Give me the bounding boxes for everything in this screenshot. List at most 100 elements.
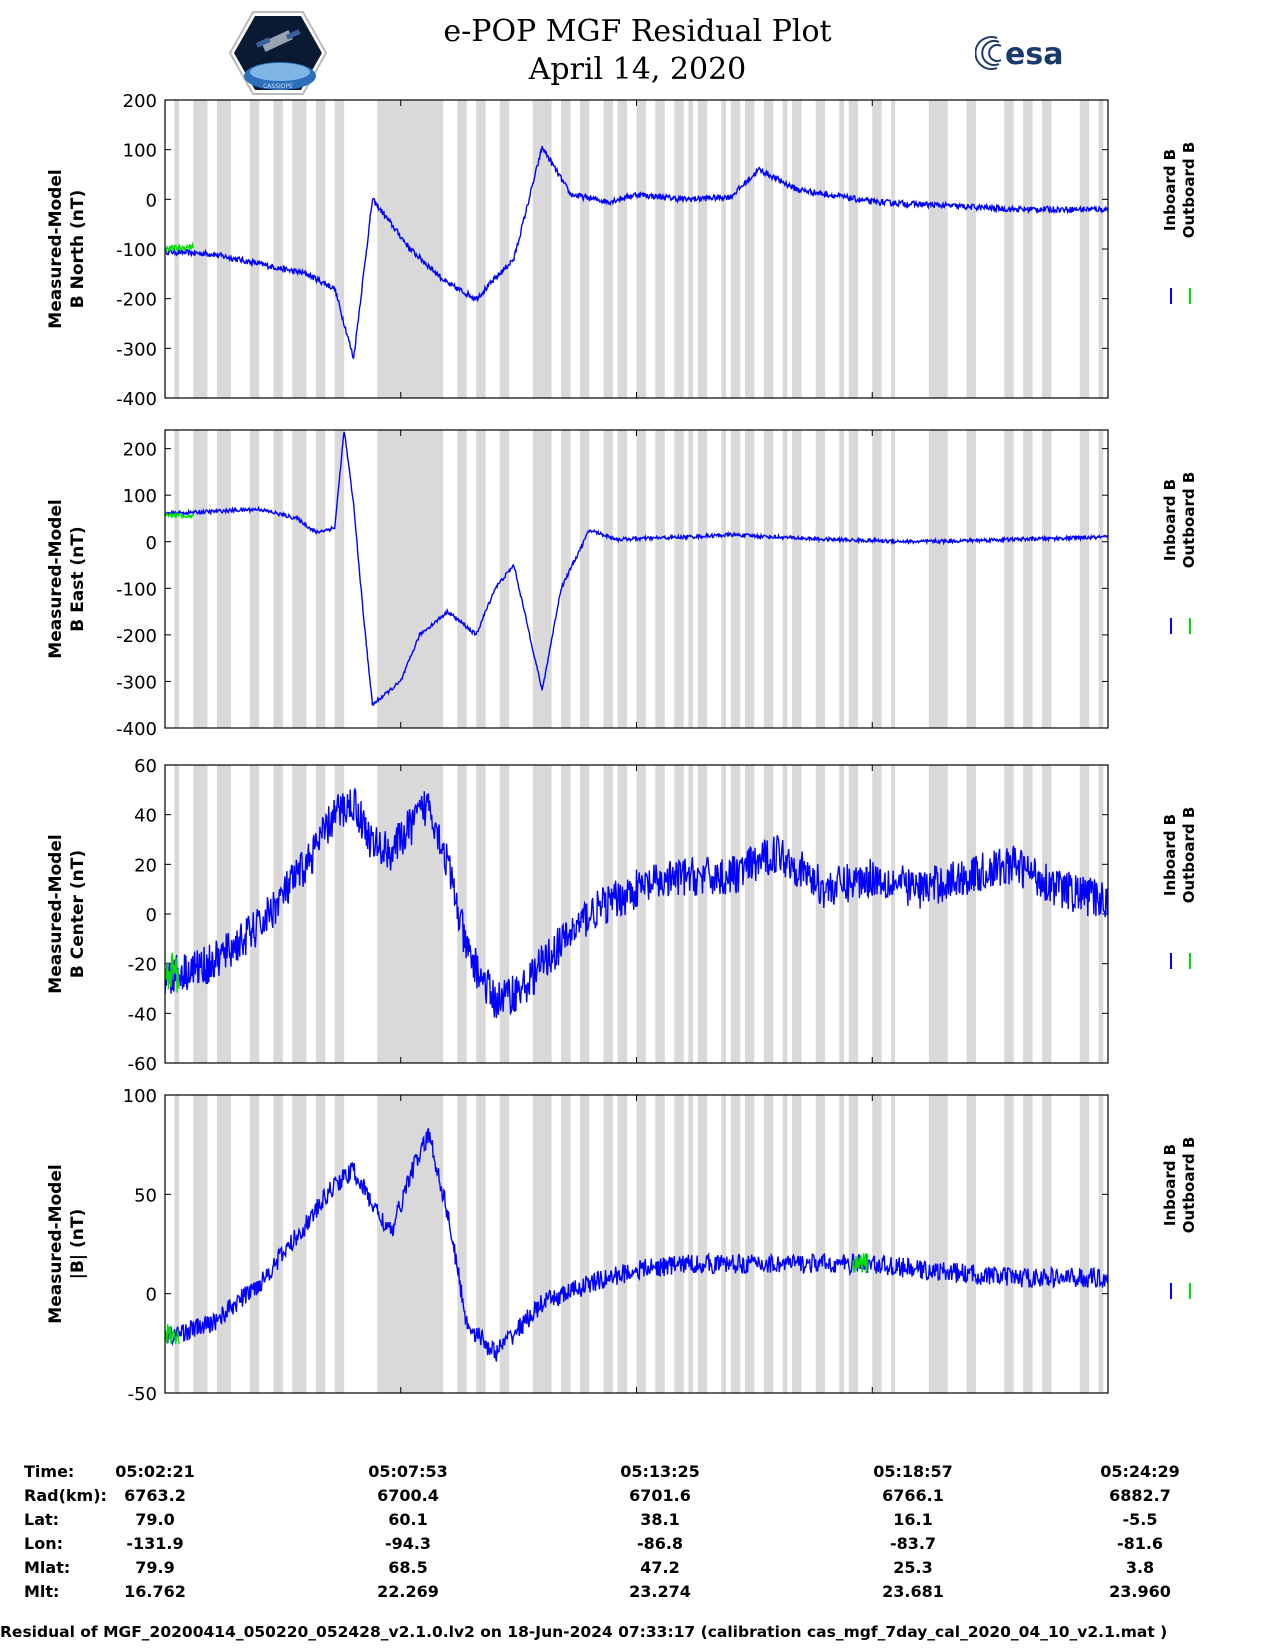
legend: Inboard BOutboard B (1161, 142, 1198, 239)
data-gap-band (193, 765, 208, 1063)
plot-frame (164, 99, 1109, 399)
orbit-header-lat: Lat: (24, 1510, 60, 1529)
outboard-b-series-line (165, 1324, 180, 1345)
orbit-col-1-lat: 60.1 (388, 1510, 428, 1529)
data-gap-band (1041, 100, 1052, 398)
data-gap-band (891, 100, 896, 398)
data-gap-band (377, 1095, 444, 1393)
data-gap-band (730, 1095, 741, 1393)
data-gap-band (617, 1095, 628, 1393)
data-gap-band (674, 100, 684, 398)
data-gap-band (744, 1095, 755, 1393)
data-gap-band (792, 765, 802, 1063)
y-tick-label: -200 (116, 626, 157, 647)
orbit-col-0-mlt: 16.762 (124, 1582, 186, 1601)
data-gap-band (721, 765, 727, 1063)
data-gap-band (216, 100, 232, 398)
y-tick-label: -50 (128, 1384, 157, 1405)
data-gap-band (848, 430, 859, 728)
data-gap-band (273, 1095, 283, 1393)
data-gap-band (249, 765, 260, 1063)
data-gap-band (655, 100, 665, 398)
data-gap-band (532, 430, 552, 728)
data-gap-band (763, 430, 774, 728)
y-tick-label: 100 (123, 141, 157, 162)
orbit-col-1-mlt: 22.269 (377, 1582, 439, 1601)
legend-inboard-label: Inboard B (1161, 1144, 1179, 1226)
orbit-header-rad: Rad(km): (24, 1486, 107, 1505)
inboard-b-series-line (165, 145, 1108, 360)
data-gap-band (273, 100, 283, 398)
y-tick-label: -300 (116, 672, 157, 693)
data-gap-band (561, 100, 571, 398)
orbit-col-1-rad: 6700.4 (377, 1486, 439, 1505)
data-gap-band (697, 430, 708, 728)
data-gap-band (730, 765, 741, 1063)
outboard-b-series-line (852, 1253, 869, 1275)
outboard-b-series-line (165, 952, 180, 993)
orbit-col-2-lon: -86.8 (636, 1534, 684, 1553)
y-tick-label: -300 (116, 339, 157, 360)
data-gap-band (1023, 100, 1033, 398)
data-gap-band (476, 430, 486, 728)
data-gap-band (1098, 430, 1104, 728)
data-gap-band (249, 100, 260, 398)
data-gap-band (839, 765, 844, 1063)
data-gap-band (1041, 430, 1052, 728)
orbit-col-0-lon: -131.9 (126, 1534, 184, 1553)
orbit-col-1-time: 05:07:53 (368, 1462, 448, 1481)
data-gap-band (763, 100, 774, 398)
data-gap-band (674, 1095, 684, 1393)
outboard-b-series-line (165, 511, 194, 520)
data-gap-band (744, 765, 755, 1063)
legend-outboard-label: Outboard B (1180, 472, 1198, 569)
y-tick-label: -200 (116, 290, 157, 311)
orbit-col-4-time: 05:24:29 (1100, 1462, 1180, 1481)
esa-logo: esa (975, 36, 1063, 72)
data-gap-band (457, 100, 467, 398)
data-gap-band (928, 1095, 948, 1393)
orbit-col-4-mlt: 23.960 (1109, 1582, 1171, 1601)
y-tick-label: 100 (123, 486, 157, 507)
orbit-info-table: Time: Rad(km): Lat: Lon: Mlat: Mlt: 05:0… (0, 1462, 1275, 1642)
data-gap-band (782, 1095, 788, 1393)
data-gap-band (966, 430, 976, 728)
data-gap-band (457, 430, 467, 728)
plot-frame (164, 1094, 1109, 1394)
data-gap-band (334, 765, 345, 1063)
data-gap-band (499, 1095, 510, 1393)
inboard-b-series-line (165, 431, 1108, 707)
data-gap-band (872, 765, 882, 1063)
data-gap-band (174, 765, 180, 1063)
data-gap-band (1004, 765, 1014, 1063)
data-gap-band (579, 765, 590, 1063)
data-gap-band (839, 430, 844, 728)
orbit-col-3-lat: 16.1 (893, 1510, 933, 1529)
data-gap-band (273, 430, 283, 728)
data-gap-band (688, 430, 694, 728)
y-tick-label: 0 (146, 533, 157, 554)
orbit-col-3-lon: -83.7 (889, 1534, 937, 1553)
orbit-col-2-mlt: 23.274 (629, 1582, 691, 1601)
data-gap-band (334, 1095, 345, 1393)
data-gap-band (216, 1095, 232, 1393)
inboard-b-series-line (165, 787, 1108, 1019)
data-gap-band (688, 1095, 694, 1393)
orbit-col-2-rad: 6701.6 (629, 1486, 691, 1505)
data-gap-band (292, 430, 307, 728)
orbit-col-4-mlat: 3.8 (1125, 1558, 1155, 1577)
orbit-col-2-lat: 38.1 (640, 1510, 680, 1529)
data-gap-band (499, 100, 510, 398)
orbit-col-4-lon: -81.6 (1116, 1534, 1164, 1553)
data-gap-band (617, 430, 628, 728)
data-gap-band (617, 100, 628, 398)
data-gap-band (292, 765, 307, 1063)
orbit-col-3-time: 05:18:57 (873, 1462, 953, 1481)
data-gap-band (532, 1095, 552, 1393)
data-gap-band (839, 1095, 844, 1393)
plot-frame (164, 429, 1109, 729)
data-gap-band (636, 430, 646, 728)
orbit-col-2-mlat: 47.2 (640, 1558, 680, 1577)
y-tick-label: 100 (123, 1086, 157, 1107)
data-gap-band (193, 1095, 208, 1393)
